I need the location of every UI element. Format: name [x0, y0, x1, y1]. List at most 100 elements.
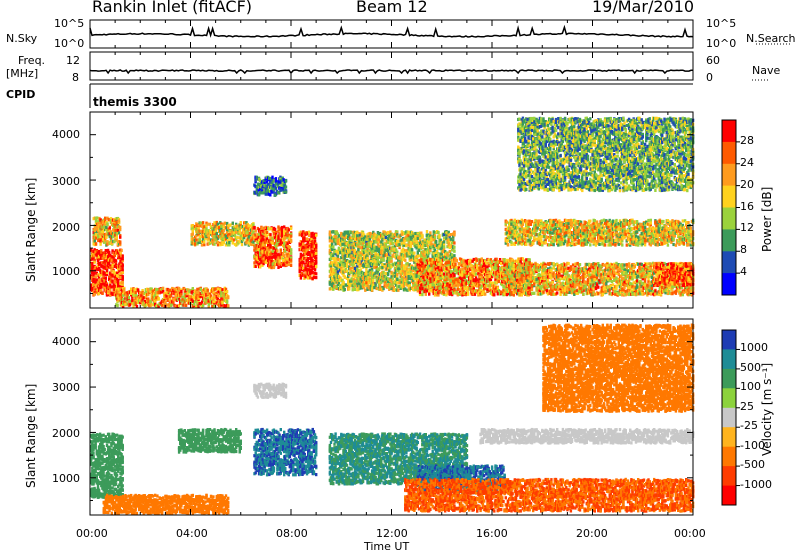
- data-cell: [351, 288, 354, 292]
- data-cell: [188, 298, 191, 302]
- data-cell: [134, 302, 137, 307]
- data-cell: [97, 262, 101, 266]
- data-cell: [96, 227, 99, 231]
- power-ytick-2000: 2000: [52, 221, 80, 234]
- data-cell: [215, 231, 218, 236]
- data-cell: [173, 287, 176, 291]
- data-cell: [272, 246, 276, 250]
- data-cell: [348, 287, 351, 291]
- data-cell: [118, 293, 121, 297]
- data-cell: [203, 225, 206, 229]
- data-cell: [440, 246, 443, 250]
- data-cell: [214, 287, 217, 291]
- data-cell: [276, 249, 279, 253]
- data-cell: [221, 288, 224, 292]
- data-cell: [99, 235, 102, 239]
- data-cell: [114, 228, 117, 233]
- data-cell: [122, 293, 125, 297]
- data-cell: [94, 236, 98, 240]
- data-cell: [213, 221, 216, 225]
- data-cell: [94, 219, 98, 223]
- data-cell: [109, 288, 112, 292]
- data-cell: [117, 231, 121, 235]
- nsky-tick-bottom: 10^0: [54, 37, 84, 50]
- data-cell: [190, 227, 193, 231]
- data-cell: [289, 234, 293, 238]
- freq-tick-bottom: 8: [72, 71, 79, 84]
- data-cell: [279, 242, 282, 246]
- data-cell: [113, 225, 116, 229]
- data-cell: [142, 296, 145, 300]
- data-cell: [108, 277, 111, 282]
- cpid-value: themis 3300: [93, 95, 177, 109]
- data-cell: [390, 270, 393, 274]
- data-cell: [207, 236, 210, 240]
- data-cell: [116, 304, 119, 308]
- data-cell: [381, 262, 384, 267]
- freq-unit: [MHz]: [6, 67, 38, 80]
- data-cell: [433, 236, 437, 240]
- data-cell: [90, 283, 93, 287]
- data-cell: [114, 259, 118, 263]
- data-cell: [108, 226, 111, 230]
- data-cell: [223, 289, 226, 293]
- data-cell: [119, 228, 122, 232]
- data-cell: [384, 235, 387, 239]
- data-cell: [272, 231, 276, 235]
- data-cell: [176, 290, 180, 294]
- data-cell: [391, 277, 394, 281]
- data-cell: [200, 243, 204, 247]
- data-cell: [113, 293, 117, 297]
- data-cell: [116, 228, 120, 232]
- data-cell: [114, 261, 118, 265]
- data-cell: [388, 269, 391, 273]
- data-cell: [289, 258, 293, 262]
- data-cell: [359, 246, 362, 250]
- data-cell: [374, 283, 377, 287]
- data-cell: [245, 241, 248, 245]
- data-cell: [197, 240, 200, 244]
- data-cell: [117, 279, 120, 283]
- data-cell: [193, 227, 197, 231]
- data-cell: [344, 283, 348, 287]
- data-cell: [98, 223, 101, 227]
- data-cell: [220, 224, 223, 228]
- data-cell: [97, 292, 101, 296]
- data-cell: [104, 249, 107, 253]
- data-cell: [149, 300, 152, 304]
- data-cell: [276, 242, 279, 246]
- velocity-colorbar-tick-label: -100: [740, 439, 765, 452]
- data-cell: [119, 251, 122, 255]
- data-cell: [277, 265, 280, 269]
- power-colorbar-tick-label: 8: [740, 243, 747, 256]
- data-cell: [217, 304, 221, 308]
- data-cell: [359, 256, 362, 260]
- data-cell: [336, 251, 340, 255]
- data-cell: [180, 289, 183, 294]
- data-cell: [269, 233, 272, 237]
- data-cell: [119, 241, 122, 245]
- data-cell: [95, 290, 98, 294]
- data-cell: [212, 300, 215, 305]
- data-cell: [193, 224, 197, 229]
- data-cell: [283, 254, 286, 258]
- data-cell: [209, 297, 213, 301]
- data-cell: [199, 294, 202, 298]
- data-cell: [284, 249, 287, 253]
- data-cell: [206, 288, 209, 292]
- data-cell: [390, 239, 393, 243]
- power-ytick-3000: 3000: [52, 175, 80, 188]
- nsearch-tick-bottom: 10^0: [706, 37, 736, 50]
- data-cell: [239, 221, 242, 225]
- data-cell: [425, 230, 429, 234]
- data-cell: [185, 288, 189, 292]
- data-cell: [169, 294, 173, 298]
- data-cell: [396, 281, 399, 285]
- nsearch-label: N.Search: [746, 32, 796, 45]
- data-cell: [203, 295, 206, 299]
- data-cell: [102, 272, 105, 276]
- data-cell: [195, 234, 198, 238]
- data-cell: [211, 226, 214, 230]
- data-cell: [174, 290, 177, 294]
- data-cell: [265, 230, 269, 234]
